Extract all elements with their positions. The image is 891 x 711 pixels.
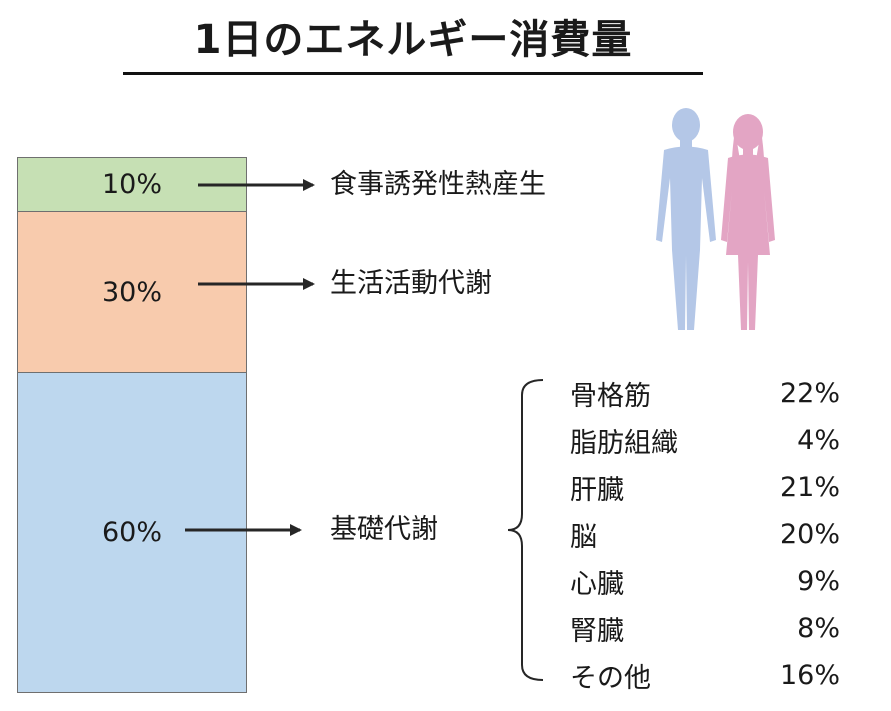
page-title: 1日のエネルギー消費量 xyxy=(123,12,703,75)
segment-basal-percent: 60% xyxy=(101,516,162,548)
organ-percent: 20% xyxy=(779,519,840,550)
organ-name: 脳 xyxy=(570,522,597,553)
organ-percent: 4% xyxy=(797,425,840,456)
energy-stack-bar: 10% 30% 60% xyxy=(17,157,247,693)
list-item: 脳 20% xyxy=(570,511,840,558)
organ-name: 腎臓 xyxy=(570,616,624,647)
list-item: 心臓 9% xyxy=(570,558,840,605)
label-activity: 生活活動代謝 xyxy=(330,268,492,299)
organ-percent: 16% xyxy=(779,660,840,691)
list-item: 肝臓 21% xyxy=(570,464,840,511)
list-item: 脂肪組織 4% xyxy=(570,417,840,464)
brace-bracket xyxy=(507,379,544,681)
label-thermogenesis: 食事誘発性熱産生 xyxy=(330,169,546,200)
organ-percent: 22% xyxy=(779,378,840,409)
segment-thermogenesis: 10% xyxy=(18,158,246,212)
list-item: その他 16% xyxy=(570,652,840,699)
organ-name: 脂肪組織 xyxy=(570,428,678,459)
basal-breakdown-list: 骨格筋 22% 脂肪組織 4% 肝臓 21% 脳 20% 心臓 9% 腎臓 8%… xyxy=(570,370,840,699)
list-item: 腎臓 8% xyxy=(570,605,840,652)
organ-name: 肝臓 xyxy=(570,475,624,506)
organ-name: その他 xyxy=(570,663,651,694)
female-silhouette-icon xyxy=(721,114,775,330)
list-item: 骨格筋 22% xyxy=(570,370,840,417)
organ-percent: 8% xyxy=(797,613,840,644)
male-silhouette-icon xyxy=(656,108,716,330)
organ-percent: 9% xyxy=(797,566,840,597)
organ-name: 骨格筋 xyxy=(570,381,651,412)
segment-basal: 60% xyxy=(18,371,246,692)
label-basal: 基礎代謝 xyxy=(330,514,438,545)
segment-thermogenesis-percent: 10% xyxy=(101,169,162,201)
segment-activity: 30% xyxy=(18,211,246,372)
organ-name: 心臓 xyxy=(570,569,624,600)
organ-percent: 21% xyxy=(779,472,840,503)
segment-activity-percent: 30% xyxy=(101,276,162,308)
